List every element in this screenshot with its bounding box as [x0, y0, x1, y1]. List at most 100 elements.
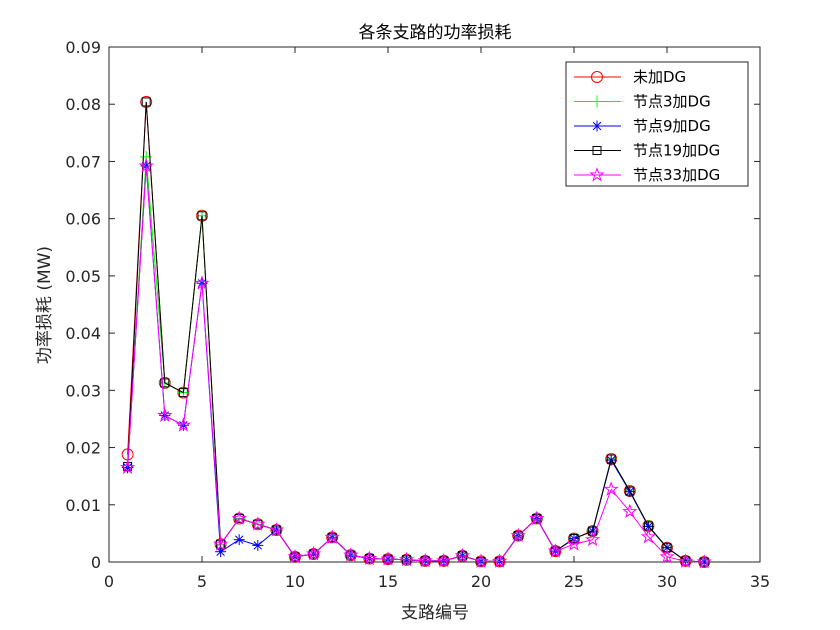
legend-item: 节点9加DG	[574, 117, 711, 135]
y-axis: 0 0.01 0.02 0.03 0.04 0.05 0.06 0.07 0.08 0.09	[65, 38, 760, 572]
series-layer	[119, 95, 712, 569]
data-point	[569, 534, 579, 544]
data-point	[603, 481, 619, 496]
square-marker	[606, 454, 616, 464]
square-marker	[160, 378, 170, 388]
pentagram-marker	[696, 553, 712, 569]
pentagram-marker	[584, 531, 601, 547]
legend: 未加DG 节点3加DG 节点9加DG 节点19加DG 节点33加DG	[565, 61, 749, 187]
pentagram-marker	[491, 553, 508, 568]
data-point	[398, 551, 415, 567]
data-point	[380, 551, 396, 566]
data-point	[160, 378, 170, 388]
legend-item: 节点33加DG	[574, 166, 720, 184]
chart-title: 各条支路的功率损耗	[359, 23, 512, 43]
data-point	[625, 486, 635, 496]
data-point	[547, 543, 564, 558]
data-point	[529, 510, 545, 526]
pentagram-marker	[659, 548, 675, 564]
pentagram-marker	[603, 481, 619, 496]
data-point	[640, 528, 657, 544]
y-tick-label: 0.04	[65, 324, 101, 343]
pentagram-marker	[305, 545, 322, 561]
data-point	[677, 553, 694, 568]
legend-item: 节点19加DG	[574, 142, 720, 160]
pentagram-marker	[287, 548, 303, 564]
pentagram-marker	[231, 510, 247, 526]
pentagram-marker	[436, 552, 452, 568]
pentagram-marker	[454, 547, 471, 563]
data-point	[287, 548, 303, 564]
y-tick-label: 0.09	[65, 38, 101, 57]
data-point	[491, 553, 508, 568]
data-point	[584, 531, 601, 547]
data-point	[606, 454, 616, 464]
data-point	[305, 545, 322, 561]
data-point	[212, 536, 229, 551]
x-tick-label: 35	[750, 572, 770, 591]
data-point	[696, 553, 712, 569]
y-tick-label: 0.07	[65, 152, 101, 171]
data-point	[361, 550, 378, 566]
pentagram-marker	[343, 547, 359, 562]
data-point	[252, 539, 264, 551]
pentagram-marker	[529, 510, 545, 526]
x-tick-label: 10	[285, 572, 305, 591]
pentagram-marker	[361, 550, 378, 566]
pentagram-marker	[380, 551, 396, 566]
pentagram-marker	[640, 528, 657, 544]
asterisk-marker-d2	[253, 541, 263, 550]
data-point	[324, 529, 340, 544]
data-point	[268, 521, 285, 537]
legend-marker	[591, 95, 603, 108]
legend-label: 节点33加DG	[633, 166, 720, 184]
data-point	[588, 526, 598, 536]
pentagram-marker	[194, 275, 210, 290]
pentagram-marker	[157, 407, 173, 423]
square-marker	[625, 486, 635, 496]
legend-marker	[591, 120, 603, 132]
data-point	[659, 548, 675, 564]
square-marker	[141, 97, 151, 107]
data-point	[622, 503, 638, 519]
data-point	[417, 552, 433, 568]
pentagram-marker	[566, 536, 582, 551]
pentagram-marker	[250, 516, 266, 531]
pentagram-marker	[622, 503, 638, 519]
pentagram-marker	[510, 527, 526, 543]
x-tick-label: 0	[104, 572, 114, 591]
x-axis-label: 支路编号	[401, 603, 469, 623]
pentagram-marker	[473, 553, 489, 568]
square-marker	[588, 526, 598, 536]
legend-marker	[591, 71, 603, 83]
data-point	[119, 459, 136, 475]
data-point	[231, 510, 247, 526]
data-point	[197, 211, 207, 221]
pentagram-marker	[324, 529, 340, 544]
legend-label: 未加DG	[633, 68, 686, 86]
legend-label: 节点3加DG	[633, 93, 711, 111]
y-tick-label: 0.06	[65, 210, 101, 229]
legend-item: 节点3加DG	[574, 93, 711, 111]
asterisk-marker-d2	[592, 121, 602, 131]
pentagram-marker	[547, 543, 564, 558]
x-tick-label: 20	[471, 572, 491, 591]
data-point	[175, 417, 192, 432]
data-point	[138, 157, 154, 173]
data-point	[157, 407, 173, 423]
legend-label: 节点19加DG	[633, 142, 720, 160]
data-point	[250, 516, 266, 531]
data-point	[473, 553, 489, 568]
y-tick-label: 0.08	[65, 95, 101, 114]
y-tick-label: 0	[91, 553, 101, 572]
legend-item: 未加DG	[574, 68, 686, 86]
square-marker	[592, 146, 602, 155]
legend-marker	[589, 166, 605, 182]
pentagram-marker	[589, 166, 605, 182]
pentagram-marker	[398, 551, 415, 567]
pentagram-marker	[417, 552, 433, 568]
data-point	[141, 97, 151, 107]
pentagram-marker	[119, 459, 136, 475]
y-tick-label: 0.05	[65, 267, 101, 286]
